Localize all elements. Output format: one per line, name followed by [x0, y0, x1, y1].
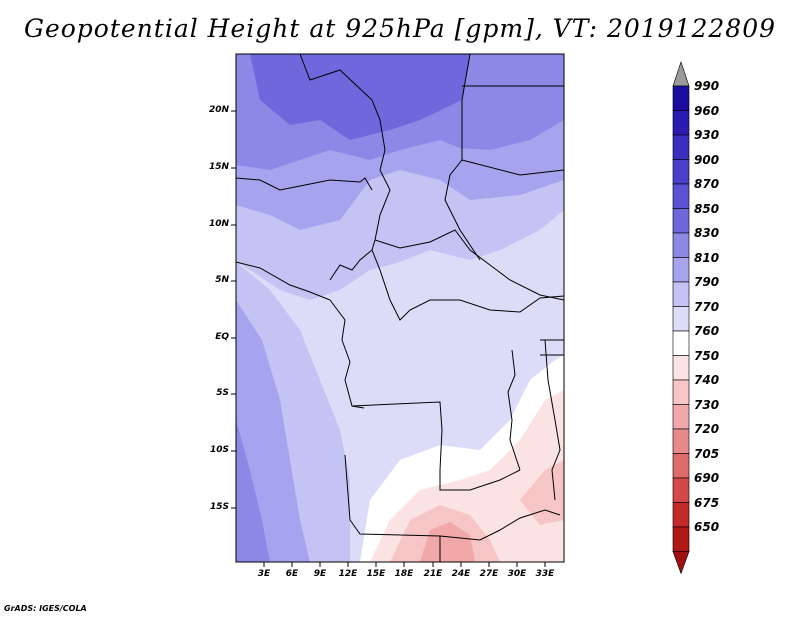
- colorbar-box: [672, 330, 690, 356]
- border-zambia-zimbabwe: [439, 509, 561, 541]
- colorbar-label: 675: [694, 495, 720, 510]
- colorbar-box: [672, 208, 690, 234]
- colorbar-box: [672, 428, 690, 454]
- colorbar-box: [672, 183, 690, 209]
- colorbar-label: 730: [694, 397, 720, 412]
- field-730: [420, 522, 475, 562]
- colorbar-label: 790: [694, 275, 720, 289]
- border-car: [374, 229, 565, 301]
- lat-label-10n: 10N: [208, 219, 229, 229]
- border-drc-north: [371, 249, 565, 321]
- border-angola-namibia: [344, 454, 441, 562]
- colorbar-label: 760: [694, 324, 720, 338]
- lat-label-5n: 5N: [215, 275, 229, 285]
- lon-label-9e: 9E: [313, 569, 327, 579]
- border-tanzania: [507, 349, 521, 471]
- colorbar-box: [672, 355, 690, 381]
- colorbar-label: 770: [694, 299, 720, 314]
- colorbar-label: 960: [694, 103, 720, 118]
- colorbar-label: 930: [694, 128, 720, 142]
- country-borders: [235, 53, 565, 562]
- colorbar-box: [672, 134, 690, 160]
- lon-label-33e: 33E: [535, 569, 555, 579]
- border-algeria-niger: [299, 53, 386, 171]
- colorbar-box: [672, 281, 690, 307]
- colorbar-label: 690: [694, 471, 720, 485]
- colorbar-box: [672, 502, 690, 528]
- height-field: [236, 54, 564, 562]
- field-830-southwest: [236, 420, 270, 562]
- colorbar-label: 720: [694, 422, 720, 436]
- lat-label-15s: 15S: [209, 502, 229, 512]
- colorbar-label: 750: [694, 348, 720, 363]
- lon-label-27e: 27E: [479, 569, 499, 579]
- colorbar-label: 810: [694, 250, 720, 265]
- lon-label-6e: 6E: [285, 569, 299, 579]
- colorbar-box: [672, 232, 690, 258]
- lon-label-21e: 21E: [423, 569, 443, 579]
- colorbar-box: [672, 526, 690, 552]
- colorbar-box: [672, 159, 690, 185]
- axis-ticks: [231, 110, 546, 567]
- colorbar-label: 900: [694, 152, 720, 167]
- border-lake-region: [540, 339, 564, 356]
- lon-label-24e: 24E: [451, 569, 471, 579]
- field-850: [250, 54, 470, 140]
- lat-label-15n: 15N: [208, 162, 229, 172]
- border-angola-drc: [351, 401, 521, 491]
- footer-credit: GrADS: IGES/COLA: [4, 604, 87, 613]
- colorbar-box: [672, 306, 690, 332]
- border-sudan: [461, 159, 565, 176]
- colorbar-label: 740: [694, 373, 720, 387]
- lat-label-5s: 5S: [216, 388, 229, 398]
- colorbar-label: 870: [694, 177, 720, 191]
- map-frame-border: [235, 53, 565, 563]
- colorbar-box: [672, 404, 690, 430]
- colorbar-top-arrow: [672, 61, 690, 87]
- lon-label-18e: 18E: [394, 569, 414, 579]
- colorbar-label: 990: [694, 79, 720, 93]
- lon-label-3e: 3E: [257, 569, 271, 579]
- border-sahel: [235, 177, 373, 191]
- colorbar-label: 850: [694, 201, 720, 216]
- lon-label-30e: 30E: [507, 569, 527, 579]
- colorbar: [672, 61, 690, 575]
- lat-label-10s: 10S: [209, 445, 229, 455]
- colorbar-box: [672, 453, 690, 479]
- colorbar-box: [672, 477, 690, 503]
- lon-label-12e: 12E: [338, 569, 358, 579]
- colorbar-label: 830: [694, 226, 720, 240]
- map-title: Geopotential Height at 925hPa [gpm], VT:…: [23, 14, 777, 43]
- colorbar-label: 705: [694, 446, 720, 461]
- border-libya-sudan: [444, 53, 481, 261]
- lon-label-15e: 15E: [366, 569, 386, 579]
- colorbar-box: [672, 85, 690, 111]
- border-east: [544, 339, 561, 501]
- colorbar-bottom-arrow: [672, 551, 690, 575]
- colorbar-label: 650: [694, 520, 720, 534]
- colorbar-box: [672, 257, 690, 283]
- colorbar-box: [672, 379, 690, 405]
- lat-label-eq: EQ: [215, 332, 229, 342]
- colorbar-box: [672, 110, 690, 136]
- lat-label-20n: 20N: [208, 105, 229, 115]
- border-coast-gulf: [235, 261, 331, 301]
